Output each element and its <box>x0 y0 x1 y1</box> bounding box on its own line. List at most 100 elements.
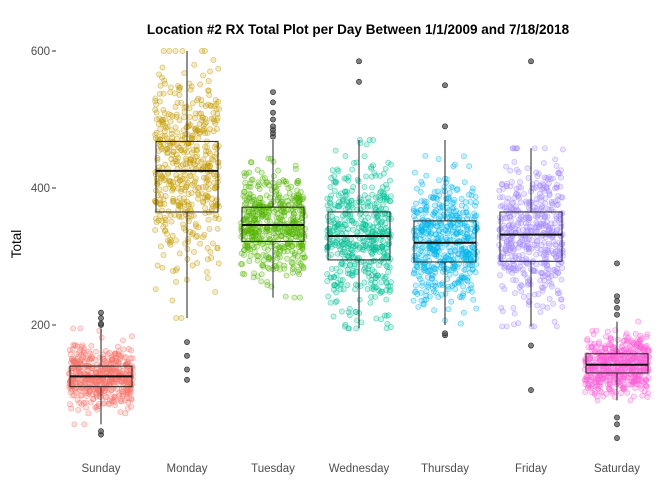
data-point <box>373 200 380 207</box>
data-point <box>449 282 456 289</box>
data-point <box>542 195 549 202</box>
data-point <box>347 246 354 253</box>
data-point <box>346 312 353 319</box>
data-point <box>539 273 546 280</box>
data-point <box>511 321 517 328</box>
data-point <box>214 111 221 118</box>
data-point <box>240 192 247 199</box>
data-point <box>110 397 117 404</box>
data-point <box>614 378 621 385</box>
data-point <box>559 194 566 201</box>
data-point <box>525 246 532 252</box>
data-point <box>418 227 425 234</box>
data-point <box>417 207 424 213</box>
data-point <box>540 159 547 166</box>
data-point <box>258 169 265 176</box>
data-point <box>74 396 81 403</box>
data-point <box>252 232 259 239</box>
data-point <box>281 265 288 272</box>
data-point <box>592 377 599 384</box>
data-point <box>418 297 425 304</box>
data-point <box>200 199 207 206</box>
data-point <box>156 147 162 154</box>
data-point <box>340 241 347 248</box>
data-point <box>338 250 345 257</box>
data-point <box>160 251 167 258</box>
data-point <box>254 167 261 173</box>
data-point <box>559 146 566 153</box>
data-point <box>190 249 197 256</box>
data-point <box>184 164 191 171</box>
data-point <box>177 203 184 210</box>
data-point <box>368 294 375 300</box>
chart-title: Location #2 RX Total Plot per Day Betwee… <box>147 22 570 37</box>
data-point <box>120 337 126 344</box>
data-point <box>300 251 307 258</box>
data-point <box>431 209 438 215</box>
data-point <box>524 213 531 220</box>
data-point <box>251 249 258 255</box>
data-point <box>515 219 521 226</box>
data-point <box>244 243 251 250</box>
data-point <box>541 261 548 268</box>
data-point <box>343 175 350 182</box>
data-point <box>419 282 426 289</box>
data-point <box>539 203 546 210</box>
data-point <box>508 224 515 231</box>
data-point <box>106 401 113 407</box>
data-point <box>446 218 453 225</box>
data-point <box>264 246 271 253</box>
data-point <box>590 331 597 338</box>
data-point <box>371 269 378 275</box>
data-point <box>592 383 599 390</box>
data-point <box>293 217 300 224</box>
data-point <box>620 377 626 384</box>
data-point <box>438 264 444 271</box>
data-point <box>350 184 357 190</box>
data-point <box>202 210 209 217</box>
data-point <box>295 259 302 266</box>
data-point <box>181 114 188 121</box>
data-point <box>194 147 201 154</box>
data-point <box>169 152 176 158</box>
data-point <box>507 167 514 174</box>
data-point <box>176 250 183 257</box>
data-point <box>81 421 88 428</box>
data-point <box>471 213 478 220</box>
data-point <box>128 403 135 410</box>
data-point <box>333 271 340 278</box>
data-point <box>509 145 516 152</box>
data-point <box>185 191 192 197</box>
data-point <box>469 244 476 250</box>
data-point <box>363 173 369 180</box>
data-point <box>460 254 467 261</box>
data-point <box>179 48 186 54</box>
data-point <box>71 421 78 428</box>
data-point <box>533 199 540 206</box>
data-point <box>618 347 625 354</box>
data-point <box>376 262 382 268</box>
data-point <box>70 357 77 364</box>
data-point <box>537 220 544 227</box>
data-point <box>368 165 375 172</box>
y-tick-label: 400 <box>31 183 50 195</box>
data-point <box>125 359 132 366</box>
data-point <box>192 186 199 193</box>
data-point <box>591 364 598 371</box>
data-point <box>513 267 520 274</box>
outlier-point <box>184 339 190 346</box>
outlier-point <box>98 315 104 322</box>
data-point <box>294 179 300 186</box>
data-point <box>273 249 280 256</box>
data-point <box>160 106 167 113</box>
data-point <box>377 194 384 201</box>
data-point <box>534 302 541 309</box>
data-point <box>176 117 183 124</box>
data-point <box>191 157 198 164</box>
data-point <box>175 144 182 151</box>
data-point <box>182 227 189 234</box>
data-point <box>444 223 451 230</box>
data-point <box>187 122 194 128</box>
data-point <box>120 346 127 353</box>
